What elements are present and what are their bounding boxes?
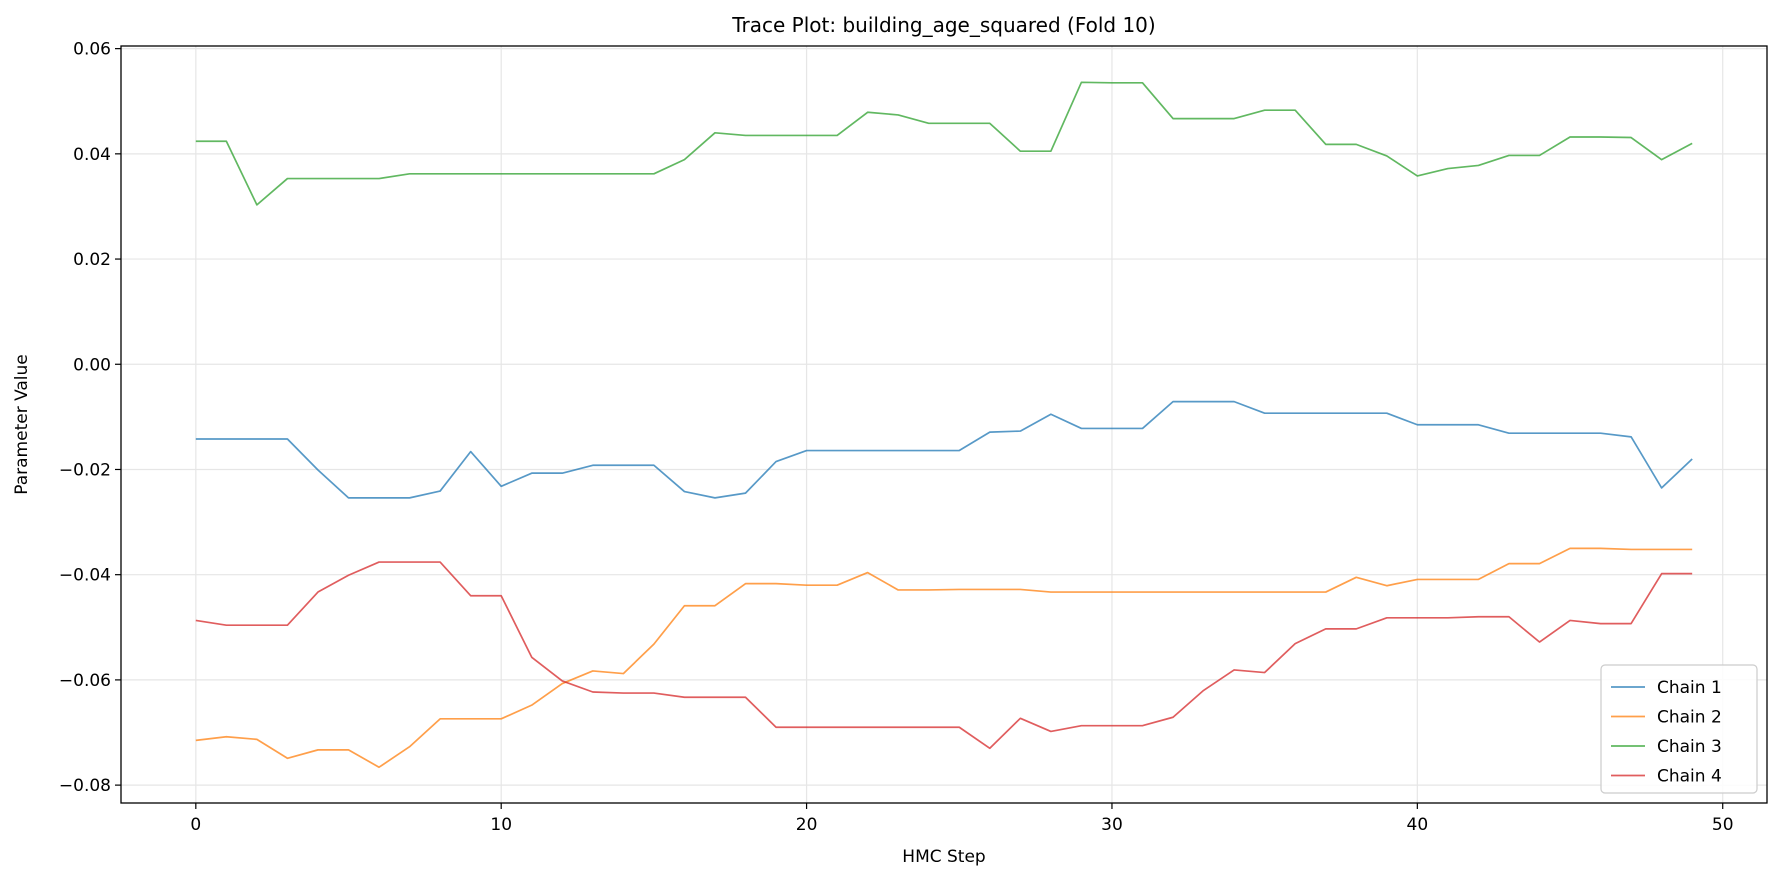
plot-frame [120,45,1768,804]
series-lines [195,81,1693,769]
y-axis-label: Parameter Value [12,354,32,495]
legend-label-chain-4: Chain 4 [1657,767,1722,787]
chart-title: Trace Plot: building_age_squared (Fold 1… [731,13,1155,37]
x-tick-label: 0 [190,815,201,835]
y-tick-label: −0.02 [59,460,111,480]
legend-label-chain-2: Chain 2 [1657,708,1722,728]
y-tick-label: −0.06 [59,671,111,691]
series-line-chain-3 [195,81,1693,206]
y-tick-label: −0.08 [59,776,111,796]
series-line-chain-2 [195,547,1693,769]
x-axis-label: HMC Step [902,847,985,867]
y-tick-label: 0.04 [73,145,111,165]
y-tick-label: 0.00 [73,355,111,375]
x-tick-label: 20 [796,815,818,835]
legend-label-chain-3: Chain 3 [1657,737,1722,757]
series-line-chain-1 [195,400,1693,499]
x-tick-label: 10 [490,815,512,835]
series-line-chain-4 [195,561,1693,750]
y-tick-label: 0.06 [73,40,111,60]
y-tick-label: −0.04 [59,566,111,586]
y-tick-label: 0.02 [73,250,111,270]
x-tick-label: 30 [1101,815,1123,835]
x-tick-label: 50 [1712,815,1734,835]
legend: Chain 1 Chain 2 Chain 3 Chain 4 [1600,664,1758,794]
x-tick-label: 40 [1407,815,1429,835]
axis-ticks: 0 10 20 30 40 50 −0.08 −0.06 −0.04 −0.02 0.00 0.02 0… [59,40,1734,835]
grid [121,46,1767,803]
legend-box [1600,664,1758,794]
legend-label-chain-1: Chain 1 [1657,678,1722,698]
